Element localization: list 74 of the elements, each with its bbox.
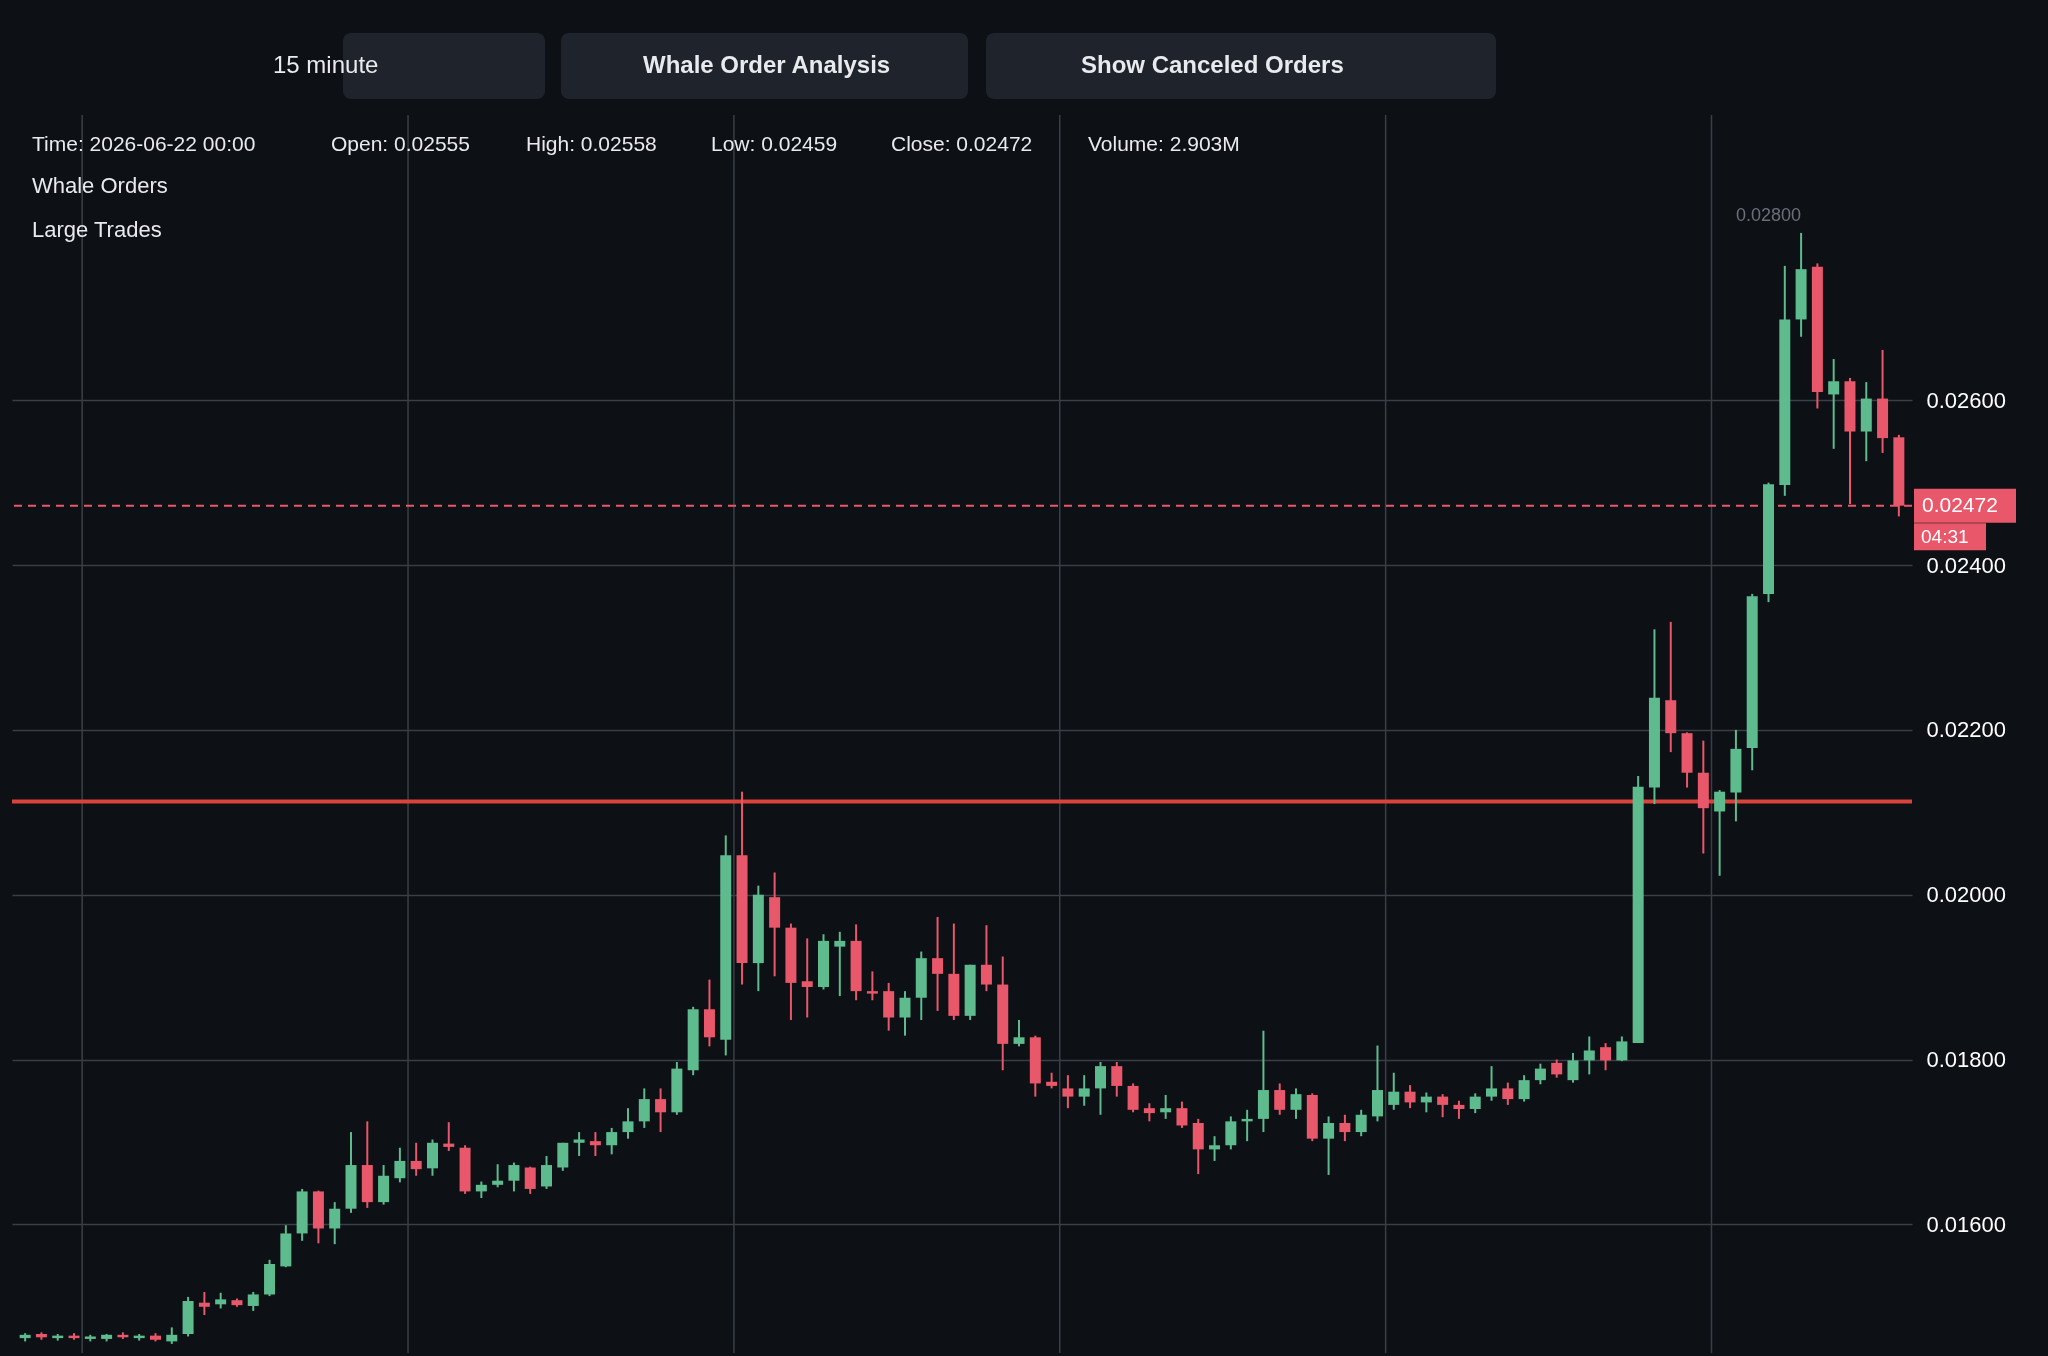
annotation: Large Trades bbox=[32, 217, 162, 242]
candlestick bbox=[1062, 1074, 1074, 1110]
annotation: Low: 0.02459 bbox=[711, 132, 838, 155]
candlestick bbox=[1567, 1051, 1579, 1084]
text: 04:31 bbox=[1921, 525, 1969, 547]
annotation: Volume: 2.903M bbox=[1088, 132, 1240, 155]
candlestick bbox=[1518, 1074, 1530, 1103]
annotation: High: 0.02558 bbox=[526, 132, 657, 155]
candlestick bbox=[1583, 1035, 1595, 1076]
annotation: Whale Orders bbox=[32, 173, 168, 198]
candlestick bbox=[1225, 1115, 1237, 1151]
candlestick bbox=[1714, 789, 1726, 877]
candlestick bbox=[1143, 1102, 1155, 1123]
candlestick bbox=[655, 1087, 667, 1134]
candlestick bbox=[1600, 1042, 1612, 1072]
candlestick bbox=[834, 930, 846, 998]
candlestick bbox=[1502, 1081, 1514, 1106]
candlestick bbox=[932, 915, 944, 1012]
candlestick bbox=[247, 1290, 259, 1312]
candlestick bbox=[638, 1087, 650, 1129]
ref-line-label: 0.02472 bbox=[1922, 492, 1998, 516]
candlestick bbox=[1551, 1058, 1563, 1079]
candlestick bbox=[1355, 1108, 1367, 1138]
candlestick bbox=[573, 1131, 585, 1157]
candlestick bbox=[541, 1154, 553, 1190]
candlestick bbox=[1078, 1074, 1090, 1107]
text: Whale Order Analysis bbox=[643, 51, 891, 78]
candlestick bbox=[492, 1163, 504, 1189]
candlestick bbox=[443, 1121, 455, 1153]
annotation: Open: 0.02555 bbox=[331, 132, 470, 155]
candlestick bbox=[801, 937, 813, 1019]
candlestick bbox=[899, 990, 911, 1037]
candlestick bbox=[1339, 1113, 1351, 1143]
candlestick bbox=[1209, 1135, 1221, 1162]
candlestick bbox=[1453, 1099, 1465, 1120]
y-tick-label: 0.02400 bbox=[1926, 552, 2007, 578]
y-tick-label: 0.01600 bbox=[1926, 1211, 2007, 1237]
candlestick bbox=[1127, 1082, 1139, 1114]
candlestick bbox=[1486, 1065, 1498, 1102]
candlestick bbox=[1388, 1071, 1400, 1111]
annotation: 0.02800 bbox=[1736, 204, 1802, 225]
y-tick-label: 0.01800 bbox=[1926, 1047, 2007, 1073]
candlestick bbox=[1469, 1092, 1481, 1115]
candlestick bbox=[524, 1165, 536, 1195]
candlestick bbox=[980, 924, 992, 993]
candlestick bbox=[1094, 1061, 1106, 1116]
annotation: Close: 0.02472 bbox=[891, 132, 1033, 155]
y-tick-label: 0.02000 bbox=[1926, 882, 2007, 908]
candlestick bbox=[1828, 358, 1840, 450]
text: Show Canceled Orders bbox=[1081, 51, 1344, 78]
candlestick bbox=[1404, 1084, 1416, 1110]
candlestick bbox=[1160, 1093, 1172, 1120]
candlestick bbox=[410, 1141, 422, 1177]
candlestick bbox=[329, 1201, 341, 1246]
candlestick bbox=[622, 1107, 634, 1140]
y-tick-label: 0.02600 bbox=[1926, 387, 2007, 413]
candlestick bbox=[1013, 1018, 1025, 1048]
candlestick bbox=[1111, 1061, 1123, 1098]
candlestick bbox=[1437, 1093, 1449, 1119]
candlestick bbox=[1534, 1062, 1546, 1086]
candlestick bbox=[589, 1131, 601, 1157]
candlestick bbox=[606, 1126, 618, 1156]
candlestick bbox=[1176, 1100, 1188, 1129]
candlestick bbox=[508, 1161, 520, 1193]
candlestick bbox=[394, 1146, 406, 1184]
candlestick bbox=[1290, 1087, 1302, 1120]
candlestick bbox=[1274, 1082, 1286, 1116]
candlestick bbox=[866, 970, 878, 1002]
candlestick bbox=[1616, 1035, 1628, 1063]
y-tick-label: 0.02200 bbox=[1926, 717, 2007, 743]
candlestick bbox=[198, 1290, 210, 1317]
candlestick bbox=[1323, 1115, 1335, 1176]
annotation: Time: 2026-06-22 00:00 bbox=[32, 132, 256, 155]
text: 15 minute bbox=[273, 51, 379, 78]
